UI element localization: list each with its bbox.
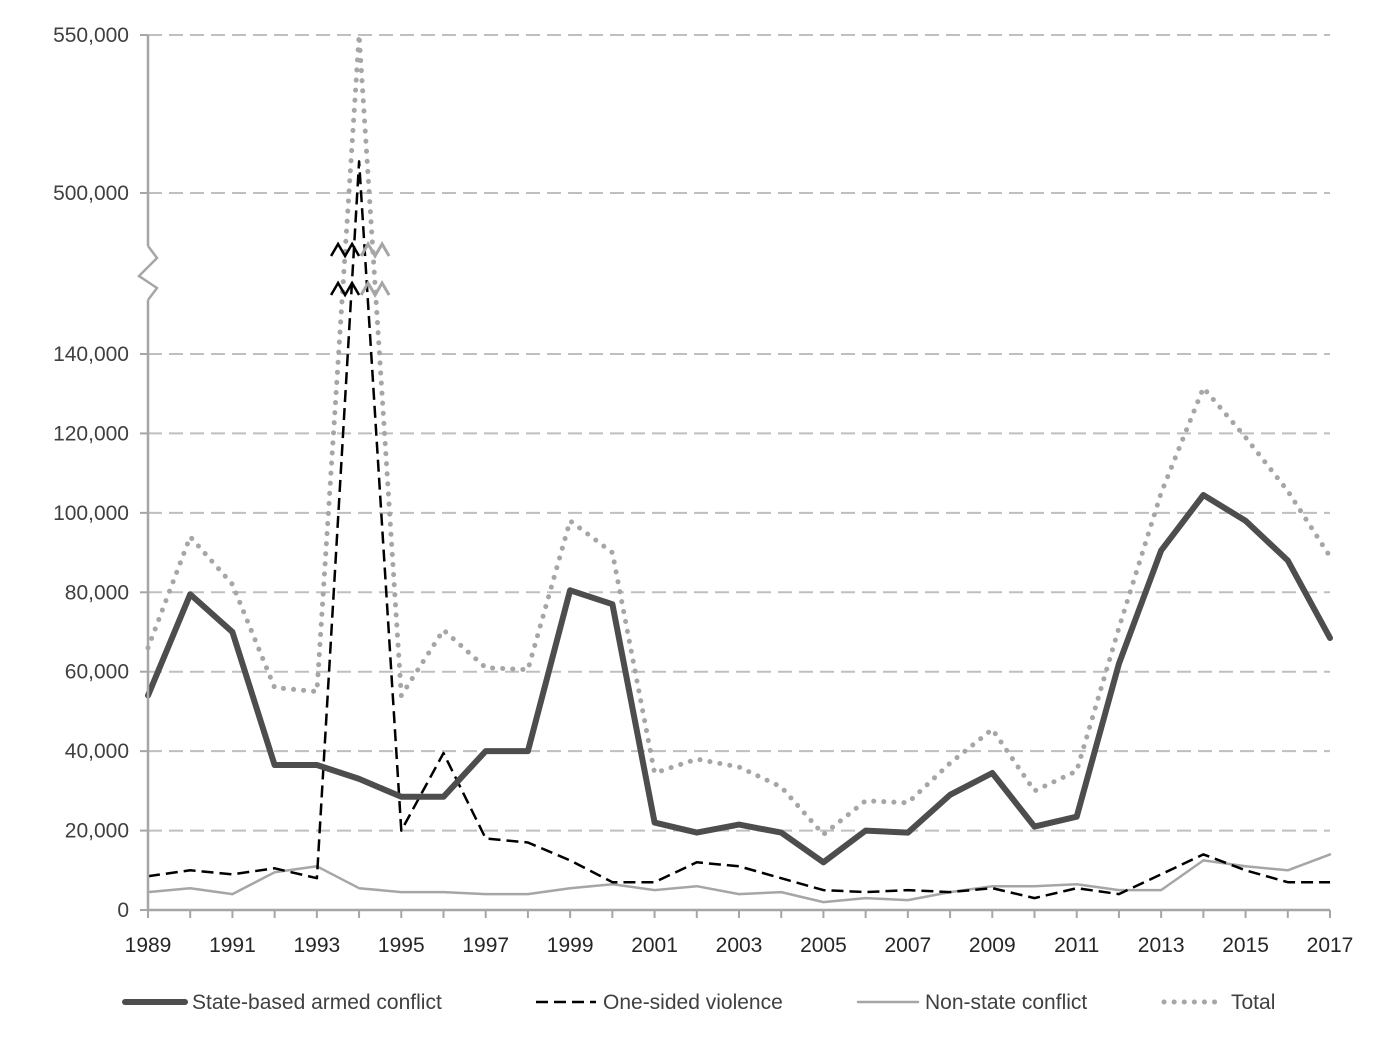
series-break-marker-lower-0 [329,280,361,298]
series-break-marker-1 [359,241,391,259]
legend-label-state-based-armed-conflict: State-based armed conflict [192,991,442,1014]
y-axis-tick-labels: 0 20,000 40,000 60,000 80,000 100,000 120,000 1… [53,24,129,922]
x-tick-label-2009: 2009 [969,934,1016,957]
x-tick-label-2015: 2015 [1222,934,1269,957]
x-tick-label-1993: 1993 [293,934,340,957]
x-tick-label-1995: 1995 [378,934,425,957]
series-break-marker-lower-1 [359,280,391,298]
series-line-one-sided-violence [147,160,1330,900]
x-axis-tick-labels: 1989 1991 1993 1995 1997 1999 2001 2003 2005 2007… [125,934,1354,957]
axes [137,34,1331,918]
x-tick-label-1997: 1997 [462,934,509,957]
x-tick-label-1991: 1991 [209,934,256,957]
series-lines [145,32,1333,904]
x-tick-label-2013: 2013 [1138,934,1185,957]
x-tick-label-1989: 1989 [125,934,172,957]
y-tick-label-120-000: 120,000 [53,422,129,445]
series-line-non-state-conflict [146,853,1332,904]
series-line-state-based-armed-conflict [145,492,1333,866]
y-tick-label-140-000: 140,000 [53,343,129,366]
y-tick-label-100-000: 100,000 [53,502,129,525]
legend-label-total: Total [1231,991,1275,1014]
x-tick-label-2003: 2003 [716,934,763,957]
legend: State-based armed conflict One-sided viol… [122,991,1275,1014]
y-tick-label-80-000: 80,000 [65,581,129,604]
y-tick-label-60-000: 60,000 [65,661,129,684]
x-tick-label-2017: 2017 [1307,934,1354,957]
legend-label-one-sided-violence: One-sided violence [603,991,783,1014]
x-tick-label-2005: 2005 [800,934,847,957]
y-tick-label-550-000: 550,000 [53,24,129,47]
gridlines [148,34,1330,832]
x-tick-label-2007: 2007 [884,934,931,957]
x-tick-label-2011: 2011 [1054,934,1099,957]
y-axis-break-mark [137,245,159,301]
y-tick-label-0: 0 [117,899,129,922]
y-tick-label-500-000: 500,000 [53,182,129,205]
x-tick-label-1999: 1999 [547,934,594,957]
x-tick-label-2001: 2001 [631,934,678,957]
y-tick-label-40-000: 40,000 [65,740,129,763]
series-break-marker-0 [329,241,361,259]
legend-label-non-state-conflict: Non-state conflict [925,991,1087,1014]
y-tick-label-20-000: 20,000 [65,820,129,843]
